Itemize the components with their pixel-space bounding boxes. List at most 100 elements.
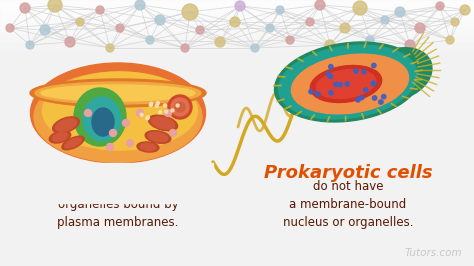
Circle shape [328,64,333,69]
Bar [0,20,474,21]
Circle shape [146,36,154,44]
Circle shape [415,23,425,33]
Circle shape [40,25,50,35]
Circle shape [155,15,165,25]
Circle shape [356,98,360,102]
Circle shape [379,100,383,104]
Circle shape [107,143,113,151]
Bar [0,7,474,8]
Circle shape [146,117,149,120]
Ellipse shape [53,117,79,133]
Bar [0,59,474,60]
Circle shape [276,6,284,14]
Bar [0,19,474,20]
Circle shape [306,18,314,26]
Bar [0,55,474,56]
Ellipse shape [145,131,171,143]
Bar [0,9,474,10]
Ellipse shape [49,131,71,143]
Circle shape [381,16,389,24]
Text: contain a nucleus and
organelles bound by
plasma membranes.: contain a nucleus and organelles bound b… [53,180,183,229]
Ellipse shape [148,115,178,131]
Circle shape [122,119,129,127]
Bar [0,25,474,26]
Circle shape [338,82,342,87]
Circle shape [76,18,84,26]
Bar [0,33,474,34]
Circle shape [26,41,34,49]
Bar [0,13,474,14]
Bar [0,38,474,39]
Circle shape [109,130,117,136]
Ellipse shape [151,117,175,129]
Circle shape [181,44,189,52]
Circle shape [371,81,376,85]
Bar [0,53,474,54]
Bar [0,2,474,3]
Bar [0,5,474,6]
Circle shape [116,24,124,32]
Circle shape [158,111,162,114]
Ellipse shape [137,142,159,152]
Circle shape [155,105,158,107]
Circle shape [175,102,185,112]
Bar [0,24,474,25]
Bar [0,28,474,29]
Bar [0,17,474,18]
Circle shape [345,82,349,86]
Bar [0,14,474,15]
Bar [0,34,474,35]
Bar [0,41,474,42]
Bar [0,23,474,24]
Bar [0,56,474,57]
Circle shape [366,36,374,44]
Circle shape [460,5,470,15]
Ellipse shape [316,69,376,98]
Bar [0,15,474,16]
Bar [0,30,474,31]
Bar [0,52,474,53]
Bar [0,26,474,27]
Bar [0,22,474,23]
Bar [0,47,474,48]
Ellipse shape [43,72,198,150]
Text: Eukaryotic cells: Eukaryotic cells [38,164,198,182]
Circle shape [182,4,198,20]
Bar [0,35,474,36]
Bar [0,48,474,49]
Text: Tutors.com: Tutors.com [404,248,462,258]
Bar [0,3,474,4]
Ellipse shape [35,82,201,104]
Circle shape [164,104,166,107]
Circle shape [316,92,320,96]
Bar [0,37,474,38]
Circle shape [451,18,459,26]
Bar [0,29,474,30]
Ellipse shape [34,72,202,162]
Ellipse shape [274,42,421,122]
Text: Prokaryotic cells: Prokaryotic cells [264,164,432,182]
Circle shape [359,95,364,100]
Circle shape [196,26,204,34]
Bar [0,18,474,19]
Circle shape [96,6,104,14]
Circle shape [135,0,145,10]
Circle shape [326,72,330,76]
Bar [0,0,474,1]
Circle shape [373,96,377,100]
Bar [0,43,474,44]
Ellipse shape [310,65,382,102]
Ellipse shape [52,133,68,142]
Ellipse shape [30,79,206,107]
Circle shape [176,104,179,107]
Circle shape [371,81,376,86]
Text: do not have
a membrane-bound
nucleus or organelles.: do not have a membrane-bound nucleus or … [283,180,413,229]
Bar [0,27,474,28]
Circle shape [156,102,159,105]
Circle shape [325,40,335,50]
Bar [0,1,474,2]
Circle shape [168,95,192,119]
Bar [0,51,474,52]
Ellipse shape [55,119,76,131]
Bar [0,49,474,50]
